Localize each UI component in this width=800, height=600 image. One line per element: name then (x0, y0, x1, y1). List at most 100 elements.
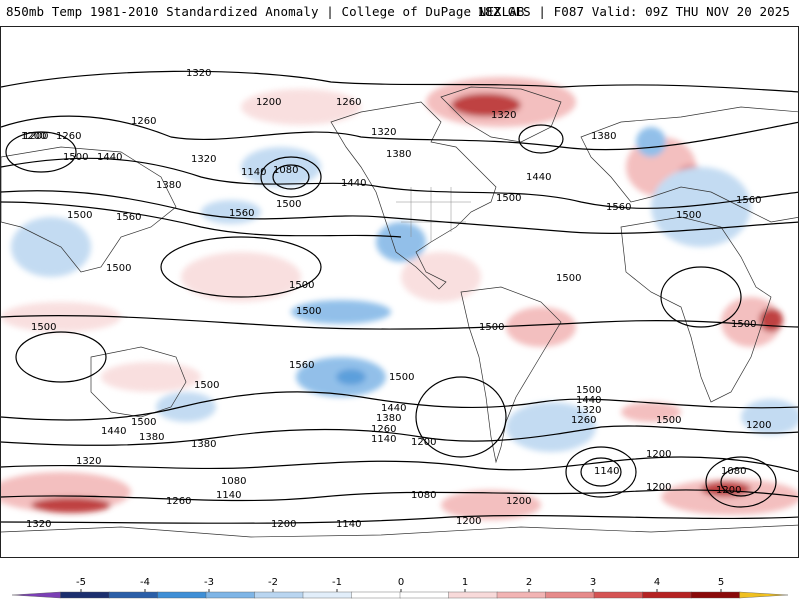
contour-label: 1140 (594, 466, 619, 477)
contour-label: 1140 (371, 434, 396, 445)
contour-line (1, 391, 798, 421)
cold-anomaly-region (636, 127, 666, 157)
colorbar-swatch (399, 591, 450, 599)
contour-label: 1500 (731, 319, 756, 330)
contour-label: 1500 (63, 152, 88, 163)
closed-high-contour (660, 266, 742, 328)
colorbar-tick-label: 5 (718, 577, 724, 588)
contour-label: 1080 (221, 476, 246, 487)
colorbar-swatch (302, 591, 353, 599)
contour-label: 1380 (376, 413, 401, 424)
closed-low-contour (272, 164, 310, 190)
contour-label: 1200 (506, 496, 531, 507)
contour-label: 1140 (336, 519, 361, 530)
warm-anomaly-region (101, 362, 201, 392)
colorbar-tick-label: -2 (268, 577, 278, 588)
contour-label: 1500 (31, 322, 56, 333)
contour-label: 1500 (194, 380, 219, 391)
colorbar-tick-label: -3 (204, 577, 214, 588)
colorbar-swatch (690, 591, 741, 599)
contour-label: 1500 (389, 372, 414, 383)
cold-anomaly-region (376, 222, 426, 262)
cold-anomaly-region (11, 217, 91, 277)
contour-label: 1080 (273, 165, 298, 176)
warm-anomaly-core (759, 308, 783, 332)
anomaly-map: 1320 1200 1260 1200 1260 1260 1320 1380 … (0, 26, 799, 558)
contour-labels: 1320 1200 1260 1200 1260 1260 1320 1380 … (21, 68, 771, 530)
contour-line (1, 70, 798, 93)
colorbar-tick-label: -4 (140, 577, 150, 588)
closed-low-contour (720, 467, 762, 497)
contour-label: 1500 (576, 385, 601, 396)
contour-label: 1260 (166, 496, 191, 507)
contour-label: 1500 (296, 306, 321, 317)
contour-label: 1200 (411, 437, 436, 448)
colorbar-swatch (254, 591, 304, 599)
contour-label: 1200 (716, 485, 741, 496)
contour-label: 1080 (721, 466, 746, 477)
closed-high-contour (15, 331, 107, 383)
warm-anomaly-region (1, 302, 121, 332)
contour-label: 1320 (576, 405, 601, 416)
contour-label: 1200 (271, 519, 296, 530)
contour-label: 1080 (411, 490, 436, 501)
contour-label: 1380 (156, 180, 181, 191)
contour-line (1, 190, 798, 234)
contour-label: 1380 (386, 149, 411, 160)
warm-anomaly-region (506, 307, 576, 347)
contour-label: 1140 (216, 490, 241, 501)
colorbar-tick-label: 3 (590, 577, 596, 588)
cold-anomaly-region (651, 167, 751, 247)
closed-low-contour (565, 446, 637, 498)
colorbar-tick-label: 4 (654, 577, 660, 588)
contour-label: 1200 (646, 449, 671, 460)
contour-label: 1200 (646, 482, 671, 493)
colorbar-swatch (157, 591, 207, 599)
contour-label: 1200 (456, 516, 481, 527)
warm-anomaly-region (241, 89, 361, 125)
warm-anomaly-region (181, 252, 301, 302)
contour-label: 1500 (656, 415, 681, 426)
contour-label: 1380 (591, 131, 616, 142)
contour-label: 1500 (131, 417, 156, 428)
contour-line (1, 115, 798, 151)
warm-anomaly-core (31, 497, 111, 513)
contour-line (1, 201, 402, 238)
colorbar-swatch (351, 591, 401, 599)
contour-label: 1440 (526, 172, 551, 183)
cold-anomaly-core (336, 369, 366, 385)
contour-label: 1560 (116, 212, 141, 223)
contour-label: 1500 (106, 263, 131, 274)
contour-label: 1440 (381, 403, 406, 414)
contour-label: 1200 (21, 131, 46, 142)
contour-label: 1500 (289, 280, 314, 291)
contour-label: 1380 (191, 439, 216, 450)
closed-low-contour (260, 156, 322, 198)
contour-label: 1320 (26, 519, 51, 530)
contour-line (1, 514, 798, 524)
asia-west-outline (1, 146, 177, 273)
us-states-grid (396, 187, 471, 242)
contour-label: 1200 (23, 131, 48, 142)
colorbar-tick-label: -1 (332, 577, 342, 588)
colorbar-swatch (60, 591, 110, 599)
contour-label: 1500 (276, 199, 301, 210)
colorbar-tick-label: -5 (76, 577, 86, 588)
contour-label: 1440 (576, 395, 601, 406)
warm-anomaly-region (621, 402, 681, 422)
europe-asia-outline (580, 106, 798, 223)
colorbar-tick-labels: -5 -4 -3 -2 -1 0 1 2 3 4 5 (76, 577, 724, 592)
colorbar-swatch (642, 591, 692, 599)
contour-label: 1500 (67, 210, 92, 221)
contour-line (1, 425, 798, 446)
contour-label: 1500 (496, 193, 521, 204)
contour-label: 1440 (97, 152, 122, 163)
contour-label: 1260 (131, 116, 156, 127)
contour-label: 1560 (289, 360, 314, 371)
warm-anomaly-core (701, 481, 751, 497)
closed-low-contour (705, 456, 777, 508)
map-canvas: 1320 1200 1260 1200 1260 1260 1320 1380 … (1, 68, 798, 538)
colorbar-swatch (11, 591, 61, 599)
contour-label: 1440 (101, 426, 126, 437)
map-title: 850mb Temp 1981-2010 Standardized Anomal… (6, 4, 525, 19)
